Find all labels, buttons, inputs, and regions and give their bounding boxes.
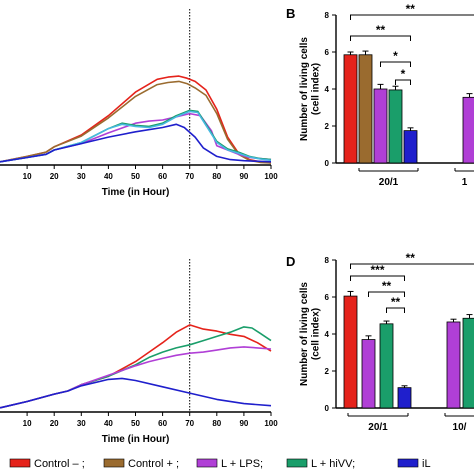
significance-marker: * [393,49,398,63]
x-tick-label: 40 [104,172,113,181]
x-tick-label: 40 [104,419,113,428]
legend-label: L + LPS; [221,458,263,470]
legend-swatch [103,458,125,468]
x-axis-label: Time (in Hour) [102,434,170,445]
panel-b-bar-chart: 0 2 4 6 8 Number of living cells(cell index) 2… [299,2,474,188]
series-line [0,123,272,163]
bar [403,130,418,164]
y-axis-label: Number of living cells(cell index) [299,282,322,386]
x-tick-label: 20 [50,172,59,181]
significance-marker: *** [370,263,384,277]
x-tick-label: 60 [158,172,167,181]
legend-swatch [286,458,308,468]
legend-label: Control + ; [128,458,179,470]
group-label: 1 [462,177,468,188]
x-axis-label: Time (in Hour) [102,187,170,198]
x-tick-label: 30 [77,172,86,181]
panel-a-line-chart: 10 20 30 40 50 60 70 80 90 100 Time (in Hour) [0,9,278,198]
y-axis-label-line: (cell index) [311,63,322,115]
significance-marker: ** [406,251,416,265]
y-tick-label: 2 [325,367,330,376]
y-tick-label: 4 [325,85,330,94]
x-tick-label: 70 [185,419,194,428]
significance-bracket [395,79,411,85]
bar [358,54,373,164]
bar [388,89,403,164]
group-label: 20/1 [379,177,399,188]
significance-marker: * [401,67,406,81]
x-tick-label: 60 [158,419,167,428]
significance-bracket [350,263,474,269]
bar [462,317,474,409]
significance-bracket [350,14,474,20]
x-tick-label: 10 [23,419,32,428]
y-tick-label: 2 [325,122,330,131]
series-line [0,326,272,409]
x-tick-label: 100 [264,419,278,428]
y-tick-label: 6 [325,293,330,302]
legend-label: L + hiVV; [311,458,355,470]
group-label: 20/1 [368,422,388,433]
bar [373,88,388,164]
x-tick-label: 80 [212,419,221,428]
y-tick-label: 0 [325,404,330,413]
significance-bracket [368,291,405,297]
significance-bracket [386,307,405,313]
x-tick-label: 70 [185,172,194,181]
significance-bracket [380,61,411,67]
y-tick-label: 8 [325,256,330,265]
y-tick-label: 0 [325,159,330,168]
x-tick-label: 30 [77,419,86,428]
group-label: 10/ [453,422,467,433]
bar [397,387,412,409]
legend-swatch [196,458,218,468]
legend-swatch [397,458,419,468]
x-tick-label: 10 [23,172,32,181]
panel-d-bar-chart: 0 2 4 6 8 Number of living cells(cell index) 2… [299,251,474,433]
legend: Control – ; Control + ; L + LPS; L + hiVV; i… [9,458,431,470]
bar [343,295,358,409]
significance-marker: ** [391,295,401,309]
legend-swatch [9,458,31,468]
bar [343,54,358,164]
y-axis-label-line: Number of living cells [299,37,310,141]
y-axis-label-line: (cell index) [311,308,322,360]
series-line [0,110,272,163]
series-line [0,377,272,409]
series-line [0,346,272,409]
significance-bracket [350,35,411,41]
panel-label-b: B [286,6,295,21]
y-tick-label: 6 [325,48,330,57]
x-tick-label: 100 [264,172,278,181]
panel-c-line-chart: 10 20 30 40 50 60 70 80 90 100 Time (in Hour) [0,259,278,445]
x-tick-label: 50 [131,172,140,181]
x-tick-label: 90 [239,172,248,181]
significance-marker: ** [376,23,386,37]
significance-marker: ** [382,279,392,293]
x-tick-label: 20 [50,419,59,428]
x-tick-label: 80 [212,172,221,181]
significance-marker: ** [406,2,416,16]
panel-label-d: D [286,254,295,269]
bar [446,321,461,409]
x-tick-label: 50 [131,419,140,428]
y-tick-label: 8 [325,11,330,20]
legend-label: Control – ; [34,458,85,470]
significance-bracket [350,275,405,281]
bar [379,323,394,409]
y-axis-label-line: Number of living cells [299,282,310,386]
legend-label: iL [422,458,431,470]
y-axis-label: Number of living cells(cell index) [299,37,322,141]
x-tick-label: 90 [239,419,248,428]
bar [361,339,376,409]
bar [462,96,474,164]
y-tick-label: 4 [325,330,330,339]
